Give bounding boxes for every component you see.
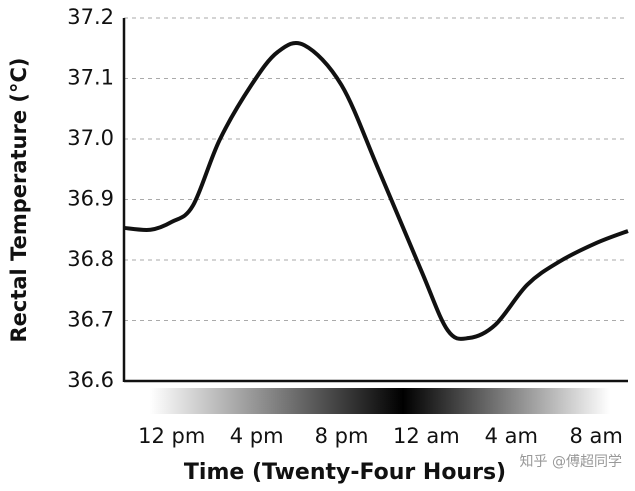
y-tick-label: 37.1 — [67, 66, 114, 90]
watermark: 知乎 @傅超同学 — [520, 453, 622, 470]
y-tick-label: 36.9 — [67, 187, 114, 211]
y-tick-label: 36.8 — [67, 247, 114, 271]
y-tick-label: 37.2 — [67, 5, 114, 29]
y-tick-label: 36.6 — [67, 368, 114, 392]
y-tick-label: 37.0 — [67, 126, 114, 150]
x-tick-label: 4 pm — [230, 424, 284, 448]
x-axis-label: Time (Twenty-Four Hours) — [184, 460, 506, 485]
x-tick-label: 8 pm — [315, 424, 369, 448]
x-tick-label: 8 am — [569, 424, 622, 448]
temperature-line — [123, 40, 629, 341]
x-tick-label: 12 pm — [138, 424, 205, 448]
y-axis-label: Rectal Temperature (°C) — [7, 57, 31, 342]
y-tick-label: 36.7 — [67, 308, 114, 332]
night-band — [150, 388, 610, 414]
x-tick-label: 4 am — [485, 424, 538, 448]
x-tick-label: 12 am — [393, 424, 460, 448]
